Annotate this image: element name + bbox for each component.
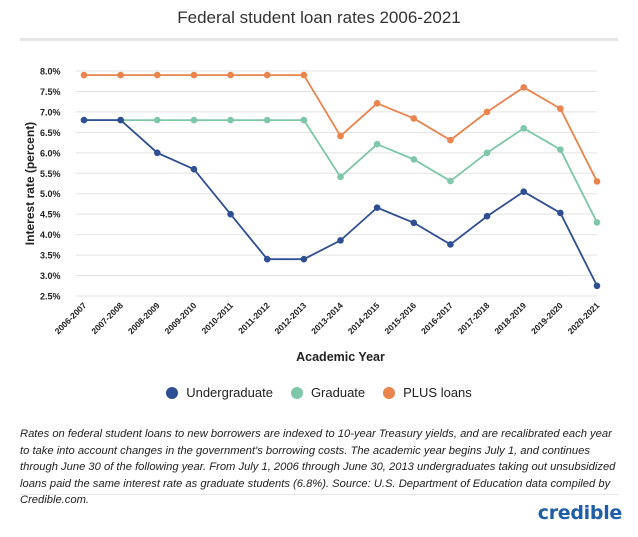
legend-swatch-plus-loans: [383, 386, 396, 399]
data-point-graduate: [593, 219, 601, 226]
data-point-graduate: [557, 146, 564, 153]
credible-logo: credible: [537, 502, 623, 524]
data-point-plus-loans: [190, 71, 198, 79]
y-tick-label: 3.0%: [40, 271, 61, 281]
legend-swatch-graduate: [290, 386, 303, 399]
x-tick-label: 2016-2017: [419, 300, 455, 336]
y-tick-label: 8.0%: [40, 67, 61, 77]
x-tick-label: 2014-2015: [346, 300, 382, 336]
data-point-undergraduate: [190, 165, 198, 173]
x-tick-label: 2006-2007: [53, 300, 89, 336]
data-point-plus-loans: [447, 136, 454, 144]
chart-caption: Rates on federal student loans to new bo…: [20, 428, 616, 506]
y-tick-label: 6.5%: [40, 128, 61, 138]
data-point-undergraduate: [337, 237, 344, 244]
x-tick-label: 2007-2008: [89, 300, 125, 336]
x-tick-label: 2015-2016: [382, 300, 418, 336]
legend-item-graduate: Graduate: [290, 385, 366, 400]
x-tick-label: 2010-2011: [199, 300, 235, 336]
data-point-plus-loans: [337, 132, 344, 140]
data-point-plus-loans: [520, 84, 528, 91]
x-tick-label: 2019-2020: [529, 300, 565, 336]
data-point-undergraduate: [300, 255, 308, 263]
data-point-graduate: [227, 116, 234, 124]
data-point-undergraduate: [410, 219, 418, 227]
data-point-plus-loans: [300, 71, 308, 79]
x-tick-label: 2018-2019: [492, 300, 528, 336]
y-tick-label: 4.0%: [40, 230, 61, 240]
data-point-graduate: [373, 140, 381, 148]
data-point-undergraduate: [593, 282, 601, 290]
data-point-graduate: [520, 124, 528, 132]
data-point-undergraduate: [520, 188, 528, 195]
x-tick-label: 2017-2018: [456, 300, 492, 336]
y-tick-label: 3.5%: [40, 251, 61, 261]
x-tick-label: 2009-2010: [163, 300, 199, 336]
title-divider: [20, 38, 618, 41]
data-point-plus-loans: [483, 108, 491, 116]
chart-legend: Undergraduate Graduate PLUS loans: [0, 385, 638, 400]
data-point-graduate: [410, 156, 418, 163]
data-point-undergraduate: [447, 241, 454, 248]
data-point-graduate: [263, 116, 271, 124]
data-point-undergraduate: [557, 209, 564, 217]
data-point-plus-loans: [227, 71, 234, 79]
data-point-plus-loans: [80, 71, 88, 79]
data-point-plus-loans: [263, 71, 271, 79]
data-point-undergraduate: [263, 255, 271, 263]
data-point-undergraduate: [117, 116, 124, 124]
data-point-plus-loans: [117, 71, 124, 79]
data-point-graduate: [337, 173, 344, 181]
legend-item-plus-loans: PLUS loans: [383, 385, 472, 400]
x-tick-label: 2012-2013: [272, 300, 308, 336]
x-tick-label: 2011-2012: [236, 300, 272, 336]
x-tick-label: 2013-2014: [309, 300, 345, 336]
x-tick-label: 2008-2009: [126, 300, 162, 336]
data-point-plus-loans: [153, 71, 161, 79]
data-point-plus-loans: [373, 100, 381, 107]
data-point-undergraduate: [80, 116, 88, 124]
data-point-graduate: [153, 116, 161, 124]
legend-label-plus-loans: PLUS loans: [403, 385, 472, 400]
series-line-undergraduate: [84, 119, 598, 287]
data-point-undergraduate: [227, 210, 234, 218]
legend-item-undergraduate: Undergraduate: [166, 385, 273, 400]
line-chart: 2.5% 3.0% 3.5% 4.0% 4.5% 5.0% 5.5% 6.0% 6.5% 7.0%…: [23, 67, 602, 365]
data-point-undergraduate: [373, 204, 381, 211]
data-point-graduate: [447, 177, 454, 185]
legend-label-graduate: Graduate: [310, 385, 366, 400]
data-point-undergraduate: [483, 212, 491, 220]
y-tick-label: 6.0%: [40, 148, 61, 158]
data-point-plus-loans: [593, 178, 601, 185]
y-tick-label: 7.5%: [40, 87, 61, 97]
y-tick-label: 5.5%: [40, 169, 61, 179]
y-tick-label: 5.0%: [40, 189, 61, 199]
y-axis-title: Interest rate (percent): [23, 122, 37, 245]
footer-divider: [20, 494, 618, 495]
chart-title: Federal student loan rates 2006-2021: [177, 8, 461, 27]
data-point-graduate: [300, 116, 308, 124]
y-tick-label: 4.5%: [40, 210, 61, 220]
data-point-plus-loans: [557, 105, 564, 112]
y-tick-label: 2.5%: [40, 292, 61, 302]
legend-label-undergraduate: Undergraduate: [186, 385, 273, 400]
x-tick-label: 2020-2021: [566, 300, 602, 336]
data-point-plus-loans: [410, 115, 418, 122]
y-tick-label: 7.0%: [40, 107, 61, 117]
data-point-graduate: [483, 149, 491, 157]
data-point-graduate: [190, 116, 198, 124]
data-point-undergraduate: [153, 149, 161, 157]
legend-swatch-undergraduate: [166, 386, 179, 399]
x-axis-title: Academic Year: [296, 350, 385, 364]
